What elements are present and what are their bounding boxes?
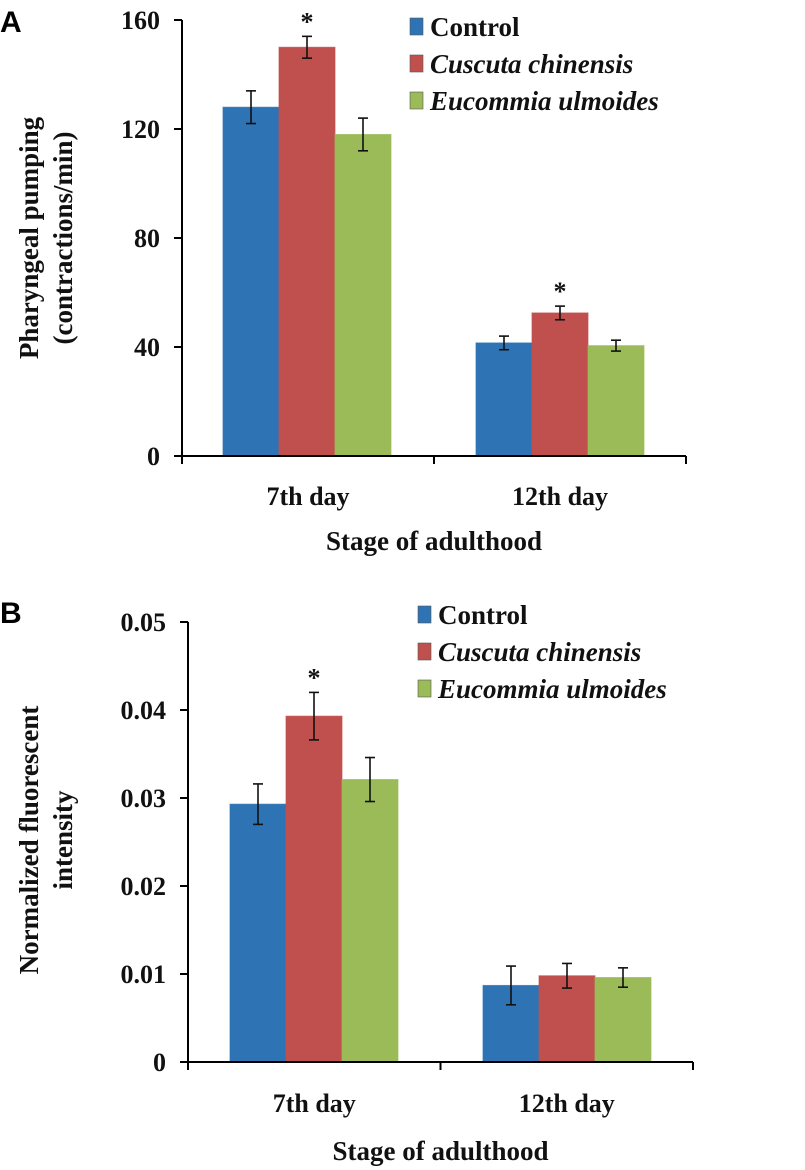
error-bar — [618, 967, 628, 989]
error-bar — [358, 117, 368, 152]
x-tick-label: 7th day — [266, 482, 349, 511]
bar — [222, 106, 280, 457]
legend: Control Cuscuta chinensis Eucommia ulmoide… — [417, 600, 667, 704]
y-axis-label: (contractions/min) — [48, 132, 78, 345]
error-bar — [555, 305, 565, 321]
legend-swatch — [409, 54, 424, 73]
error-bar — [302, 35, 312, 59]
y-tick-label: 0 — [153, 1048, 166, 1077]
error-bar — [309, 691, 319, 741]
panel-label: B — [0, 597, 22, 630]
bar — [278, 46, 336, 457]
bar — [285, 715, 343, 1063]
y-tick-label: 40 — [134, 333, 160, 362]
legend-swatch — [417, 642, 432, 661]
bar — [341, 779, 399, 1063]
bar — [334, 133, 392, 457]
x-axis-label: Stage of adulthood — [332, 1136, 548, 1166]
y-axis-label: Normalized fluorescent — [14, 706, 44, 975]
legend-label: Eucommia ulmoides — [429, 86, 659, 116]
legend-swatch — [417, 679, 432, 698]
y-axis-label: Pharyngeal pumping — [14, 116, 44, 359]
legend-label: Eucommia ulmoides — [437, 674, 667, 704]
bar — [531, 312, 589, 457]
x-tick-label: 12th day — [512, 482, 608, 511]
legend-item: Cuscuta chinensis — [417, 637, 641, 667]
chart-panel-a: A * * 0 40 80 120 160 7th day 12th day Stage of ad… — [0, 6, 687, 556]
legend-label: Control — [438, 600, 528, 630]
y-tick-label: 120 — [121, 115, 160, 144]
panel-label: A — [0, 6, 22, 39]
y-tick-label: 0.02 — [121, 872, 167, 901]
bar — [229, 803, 287, 1063]
error-bar — [365, 756, 375, 803]
error-bar — [611, 339, 621, 352]
chart-panel-b: B * 0 0.01 0.02 0.03 0.04 0.05 7th day 12th day St… — [0, 597, 694, 1166]
bar — [587, 345, 645, 457]
legend-label: Cuscuta chinensis — [438, 637, 641, 667]
y-tick-label: 160 — [121, 6, 160, 35]
y-tick-label: 0.01 — [121, 960, 167, 989]
legend-item: Control — [409, 12, 520, 42]
bar — [594, 977, 652, 1063]
legend-swatch — [417, 605, 432, 624]
y-tick-label: 0.05 — [121, 608, 167, 637]
legend-label: Control — [430, 12, 520, 42]
error-bar — [246, 90, 256, 125]
error-bar — [506, 965, 516, 1006]
legend-item: Eucommia ulmoides — [409, 86, 659, 116]
x-tick-label: 7th day — [273, 1089, 356, 1118]
y-tick-label: 0.03 — [121, 784, 167, 813]
bar — [475, 342, 533, 457]
y-tick-label: 0 — [147, 442, 160, 471]
error-bar — [253, 783, 263, 826]
legend-swatch — [409, 91, 424, 110]
x-axis-label: Stage of adulthood — [326, 526, 542, 556]
legend-swatch — [409, 17, 424, 36]
legend-item: Control — [417, 600, 528, 630]
y-axis-label: intensity — [48, 790, 78, 890]
significance-marker: * — [301, 7, 314, 36]
significance-marker: * — [308, 663, 321, 692]
y-tick-label: 0.04 — [121, 696, 167, 725]
legend-item: Cuscuta chinensis — [409, 49, 633, 79]
legend: Control Cuscuta chinensis Eucommia ulmoide… — [409, 12, 659, 116]
legend-label: Cuscuta chinensis — [430, 49, 633, 79]
x-tick-label: 12th day — [519, 1089, 615, 1118]
significance-marker: * — [554, 277, 567, 306]
legend-item: Eucommia ulmoides — [417, 674, 667, 704]
y-tick-label: 80 — [134, 224, 160, 253]
error-bar — [562, 962, 572, 989]
error-bar — [499, 335, 509, 351]
